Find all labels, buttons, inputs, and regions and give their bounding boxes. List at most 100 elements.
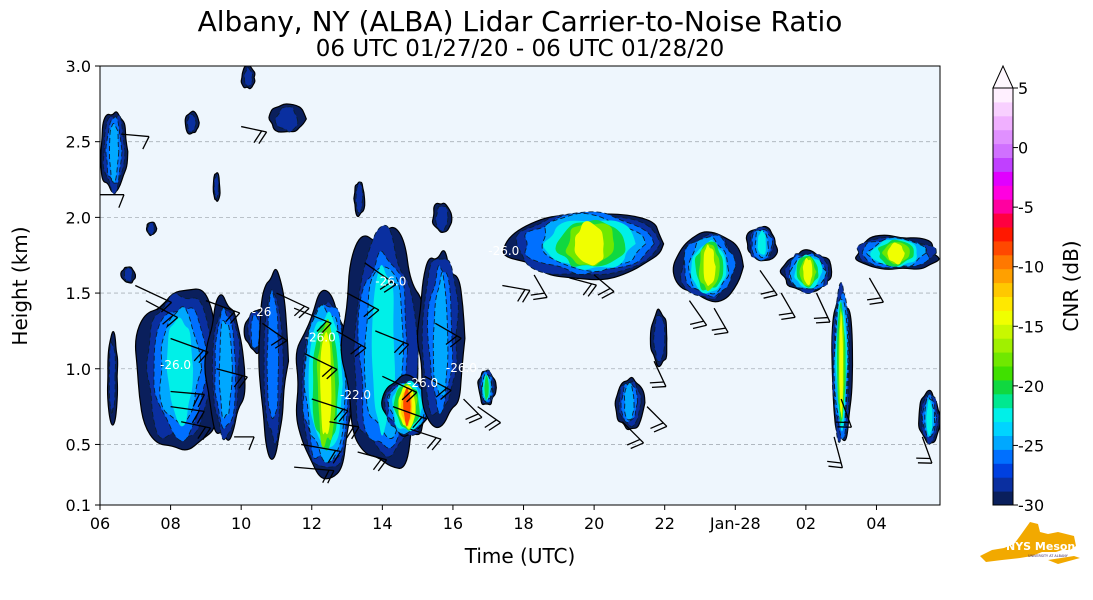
colorbar-swatch xyxy=(993,366,1013,381)
cloud-region xyxy=(431,202,453,234)
new-york-state-shape-icon xyxy=(980,522,1076,562)
wind-barb xyxy=(329,421,360,440)
wind-barb xyxy=(294,466,335,484)
wind-barb xyxy=(234,436,255,451)
colorbar-extend-arrow xyxy=(992,64,1014,89)
wind-barb xyxy=(711,307,729,336)
colorbar-swatch xyxy=(993,477,1013,492)
x-tick-label: 18 xyxy=(513,514,533,533)
wind-barb xyxy=(145,300,179,328)
cnr-contour xyxy=(484,375,489,401)
contour-label: -26.0 xyxy=(446,361,477,375)
wind-barb xyxy=(121,133,150,150)
cloud-region xyxy=(212,172,221,202)
colorbar-swatch xyxy=(993,379,1013,395)
cnr-contour xyxy=(355,181,364,214)
colorbar-swatch xyxy=(993,227,1013,242)
colorbar-swatch xyxy=(993,213,1013,228)
cloud-region xyxy=(477,369,497,406)
cnr-contour xyxy=(218,320,233,419)
cloud-region xyxy=(106,330,119,426)
colorbar-label: CNR (dB) xyxy=(1059,240,1083,331)
colorbar-tick-label: 0 xyxy=(1018,139,1028,158)
y-tick-label: 2.5 xyxy=(66,133,91,152)
colorbar-swatch xyxy=(993,268,1013,284)
long-island-shape-icon xyxy=(1048,556,1080,564)
y-tick-label: 3.0 xyxy=(66,57,91,76)
cnr-contour xyxy=(653,314,666,363)
colorbar-tick-label: -10 xyxy=(1018,258,1044,277)
wind-barb xyxy=(502,284,531,303)
colorbar-swatch xyxy=(993,129,1013,145)
contour-label: -22.0 xyxy=(340,388,371,402)
cnr-contour xyxy=(320,331,332,435)
colorbar-swatch xyxy=(993,310,1013,325)
wind-barb xyxy=(530,274,548,301)
cnr-contour xyxy=(624,382,635,421)
colorbar-swatch xyxy=(993,463,1013,478)
colorbar-swatch xyxy=(993,171,1013,186)
colorbar-swatch xyxy=(993,491,1013,506)
cloud-region xyxy=(416,250,466,429)
contour-label: -26.0 xyxy=(160,358,191,372)
wind-barb xyxy=(424,375,452,400)
cloud-region xyxy=(381,374,435,437)
wind-barb xyxy=(241,125,268,144)
contour-label: -26.0 xyxy=(407,376,438,390)
colorbar-swatch xyxy=(993,407,1013,423)
wind-barb xyxy=(364,262,397,293)
wind-barb xyxy=(205,300,241,324)
wind-barb xyxy=(688,300,708,330)
wind-barb xyxy=(813,292,831,324)
cnr-contour xyxy=(147,222,155,236)
x-tick-label: 10 xyxy=(231,514,251,533)
wind-barb xyxy=(301,443,342,464)
y-axis-label: Height (km) xyxy=(8,226,32,345)
wind-barb xyxy=(181,421,212,440)
cnr-contour xyxy=(123,266,133,282)
cloud-region xyxy=(100,111,129,195)
cloud-region xyxy=(184,110,200,135)
x-axis: 06 08 10 12 14 16 18 20 22 Jan-28 02 04 xyxy=(90,505,887,533)
x-tick-label: 20 xyxy=(584,514,604,533)
wind-barb xyxy=(392,405,428,430)
colorbar-swatch xyxy=(993,338,1013,353)
cnr-contour xyxy=(108,341,116,416)
cloud-region xyxy=(672,231,745,303)
cnr-contour-regions xyxy=(100,66,940,480)
cnr-contour xyxy=(757,230,766,255)
wind-barb xyxy=(835,398,853,428)
cloud-region xyxy=(145,221,158,237)
colorbar-tick-label: -15 xyxy=(1018,317,1044,336)
wind-barb xyxy=(304,353,338,380)
x-tick-label: 14 xyxy=(372,514,392,533)
cnr-contour xyxy=(802,257,813,286)
colorbar-swatch xyxy=(993,393,1013,409)
colorbar-tick-label: -5 xyxy=(1018,198,1034,217)
cloud-region xyxy=(831,282,854,443)
wind-barb xyxy=(336,330,367,358)
nys-mesonet-logo: NYS Mesonet UNIVERSITY AT ALBANY xyxy=(980,522,1082,564)
contour-label: -26.0 xyxy=(488,244,519,258)
y-axis: 0.1 0.5 1.0 1.5 2.0 2.5 3.0 xyxy=(66,57,100,515)
wind-barb xyxy=(759,269,778,299)
colorbar-swatch xyxy=(993,282,1013,297)
colorbar-swatch xyxy=(993,88,1013,103)
cloud-region xyxy=(779,249,833,294)
colorbar-swatch xyxy=(993,421,1013,436)
wind-barb xyxy=(649,360,667,389)
cloud-region xyxy=(614,376,646,431)
colorbar-swatch xyxy=(993,157,1013,172)
cloud-region xyxy=(268,103,307,133)
logo-text-sub: UNIVERSITY AT ALBANY xyxy=(1028,554,1069,558)
cnr-contour xyxy=(243,67,253,87)
cloud-region xyxy=(240,66,256,90)
cloud-region xyxy=(502,211,665,281)
cnr-contour xyxy=(574,221,604,266)
cnr-contour xyxy=(250,314,261,349)
colorbar-swatch xyxy=(993,324,1013,339)
wind-barb xyxy=(827,436,844,469)
x-tick-label: 08 xyxy=(160,514,180,533)
plot-area-frame xyxy=(99,65,941,506)
